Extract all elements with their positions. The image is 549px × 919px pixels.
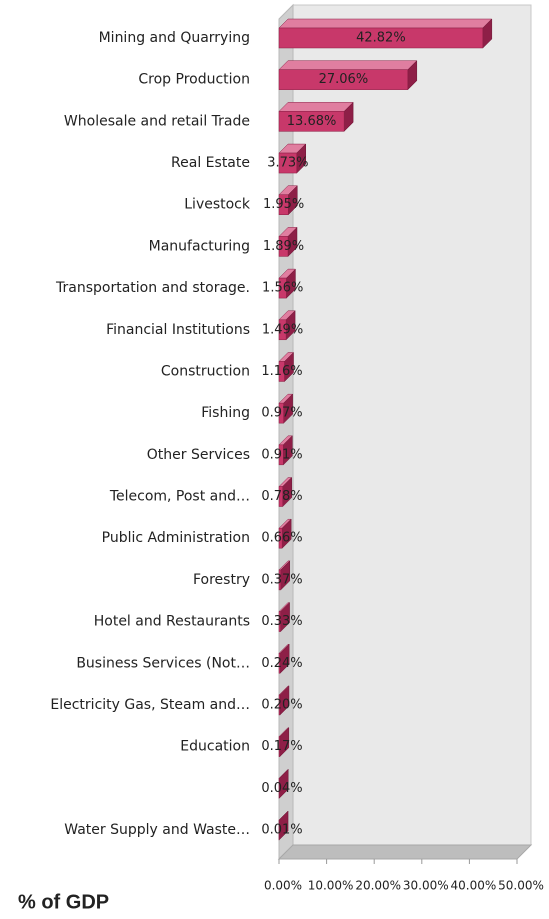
bar xyxy=(278,402,284,424)
bar xyxy=(278,277,287,299)
bar-top xyxy=(278,60,418,70)
y-tick-label: Electricity Gas, Steam and… xyxy=(50,697,250,713)
value-label: 0.91% xyxy=(261,447,302,462)
value-label: 27.06% xyxy=(319,72,369,87)
bar xyxy=(278,27,484,49)
value-label: 0.66% xyxy=(261,531,302,546)
bar xyxy=(278,527,283,549)
y-tick-label: Fishing xyxy=(201,405,250,421)
value-label: 0.20% xyxy=(261,697,302,712)
y-tick-label: Education xyxy=(180,739,250,755)
bar xyxy=(278,152,298,174)
y-tick-label: Crop Production xyxy=(138,72,250,88)
value-label: 1.95% xyxy=(263,197,304,212)
x-tick-label: 30.00% xyxy=(403,879,449,893)
bar xyxy=(278,319,287,341)
y-tick-label: Mining and Quarrying xyxy=(99,30,250,46)
value-label: 0.17% xyxy=(261,739,302,754)
y-tick-label: Other Services xyxy=(147,447,250,463)
value-label: 0.78% xyxy=(261,489,302,504)
bar xyxy=(278,361,285,382)
y-tick-label: Financial Institutions xyxy=(106,322,250,338)
value-label: 13.68% xyxy=(287,114,337,129)
y-tick-label: Water Supply and Waste… xyxy=(64,822,250,838)
bar xyxy=(278,236,289,257)
value-label: 1.49% xyxy=(262,322,303,337)
bar xyxy=(278,569,282,591)
x-tick-label: 40.00% xyxy=(451,879,497,893)
bar xyxy=(278,486,283,507)
x-tick-label: 0.00% xyxy=(264,879,302,893)
value-label: 0.24% xyxy=(261,656,302,671)
y-tick-label: Real Estate xyxy=(171,155,250,171)
chart-title: % of GDP xyxy=(18,891,109,913)
value-label: 0.01% xyxy=(261,823,302,838)
x-tick-label: 10.00% xyxy=(308,879,354,893)
value-label: 1.16% xyxy=(261,364,302,379)
value-label: 1.56% xyxy=(262,281,303,296)
y-tick-label: Livestock xyxy=(184,197,251,213)
y-tick-label: Hotel and Restaurants xyxy=(94,614,250,630)
bar xyxy=(278,444,284,466)
y-tick-label: Manufacturing xyxy=(149,238,250,254)
bar xyxy=(278,69,409,90)
value-label: 0.97% xyxy=(261,406,302,421)
y-tick-label: Telecom, Post and… xyxy=(109,489,250,505)
value-label: 3.73% xyxy=(267,156,308,171)
y-tick-label: Wholesale and retail Trade xyxy=(64,113,250,129)
y-tick-label: Construction xyxy=(161,363,250,379)
x-tick-label: 20.00% xyxy=(355,879,401,893)
y-tick-label: Business Services (Not… xyxy=(76,655,250,671)
bar xyxy=(278,694,281,716)
value-label: 0.04% xyxy=(261,781,302,796)
bar xyxy=(278,653,281,674)
bar xyxy=(278,194,289,215)
y-tick-label: Forestry xyxy=(193,572,250,588)
x-tick-label: 50.00% xyxy=(498,879,544,893)
bar xyxy=(278,736,281,757)
bar-top xyxy=(278,102,354,112)
value-label: 1.89% xyxy=(263,239,304,254)
bar xyxy=(278,111,345,132)
value-label: 0.33% xyxy=(261,614,302,629)
y-tick-label: Public Administration xyxy=(102,530,250,546)
floor xyxy=(277,844,533,860)
bar-top xyxy=(278,18,493,29)
value-label: 42.82% xyxy=(356,31,406,46)
value-label: 0.37% xyxy=(261,572,302,587)
y-tick-label: Transportation and storage. xyxy=(55,280,250,296)
bar xyxy=(278,611,281,632)
